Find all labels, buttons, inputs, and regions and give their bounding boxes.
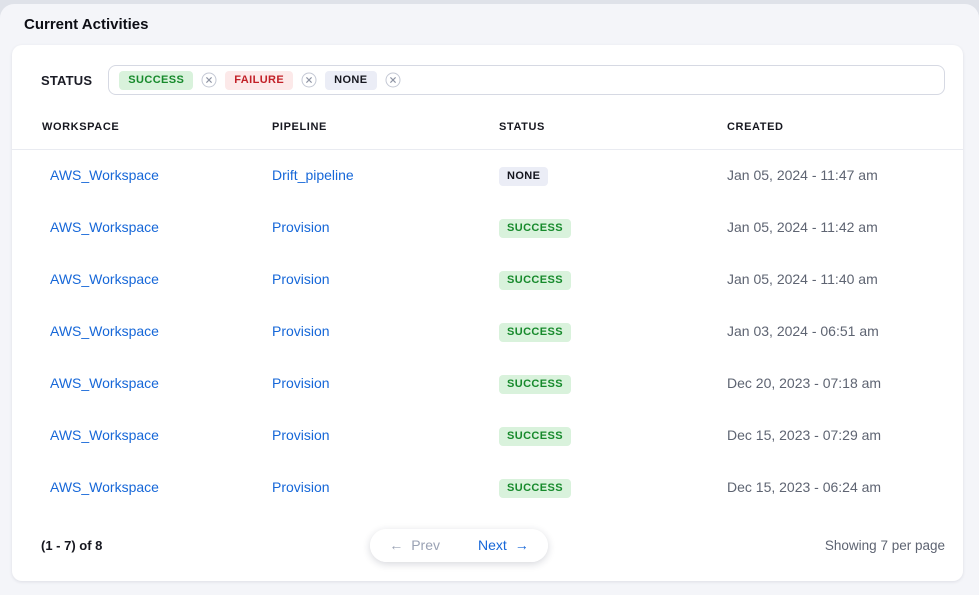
status-filter-input[interactable]: SUCCESS FAILURE NONE bbox=[108, 65, 945, 95]
status-filter-bar: STATUS SUCCESS FAILURE NONE bbox=[12, 45, 963, 95]
created-timestamp: Dec 20, 2023 - 07:18 am bbox=[727, 374, 882, 391]
created-timestamp: Jan 05, 2024 - 11:40 am bbox=[727, 270, 878, 287]
status-badge: SUCCESS bbox=[499, 322, 571, 342]
created-timestamp: Dec 15, 2023 - 07:29 am bbox=[727, 426, 882, 443]
pagination-footer: (1 - 7) of 8 ← Prev Next → Showing 7 per… bbox=[12, 514, 963, 562]
created-timestamp: Jan 05, 2024 - 11:47 am bbox=[727, 166, 878, 183]
status-filter-tag: FAILURE bbox=[225, 70, 294, 90]
page-background: Current Activities STATUS SUCCESS FAILUR… bbox=[0, 4, 979, 595]
arrow-left-icon: ← bbox=[389, 536, 404, 553]
prev-button[interactable]: ← Prev bbox=[370, 528, 459, 562]
workspace-link[interactable]: AWS_Workspace bbox=[50, 322, 159, 339]
pipeline-link[interactable]: Provision bbox=[272, 322, 330, 339]
status-filter-tag: NONE bbox=[325, 70, 377, 90]
activities-card: STATUS SUCCESS FAILURE NONE bbox=[12, 45, 963, 581]
column-header-created: CREATED bbox=[727, 121, 963, 150]
created-timestamp: Jan 05, 2024 - 11:42 am bbox=[727, 218, 878, 235]
table-row: AWS_Workspace Provision SUCCESS Dec 20, … bbox=[12, 358, 963, 410]
pipeline-link[interactable]: Provision bbox=[272, 374, 330, 391]
column-header-workspace: WORKSPACE bbox=[12, 121, 272, 150]
status-badge: SUCCESS bbox=[499, 374, 571, 394]
table-row: AWS_Workspace Provision SUCCESS Dec 15, … bbox=[12, 410, 963, 462]
arrow-right-icon: → bbox=[514, 536, 529, 553]
table-row: AWS_Workspace Provision SUCCESS Jan 05, … bbox=[12, 202, 963, 254]
status-filter-tag: SUCCESS bbox=[119, 70, 194, 90]
status-badge: NONE bbox=[499, 166, 549, 186]
workspace-link[interactable]: AWS_Workspace bbox=[50, 478, 159, 495]
pipeline-link[interactable]: Provision bbox=[272, 218, 330, 235]
status-badge: SUCCESS bbox=[499, 426, 571, 446]
status-filter-tag-group: NONE bbox=[325, 70, 401, 90]
table-row: AWS_Workspace Provision SUCCESS Jan 05, … bbox=[12, 254, 963, 306]
pipeline-link[interactable]: Provision bbox=[272, 478, 330, 495]
status-badge: SUCCESS bbox=[499, 478, 571, 498]
page-title: Current Activities bbox=[24, 16, 149, 33]
created-timestamp: Jan 03, 2024 - 06:51 am bbox=[727, 322, 879, 339]
column-header-status: STATUS bbox=[499, 121, 727, 150]
table-header-row: WORKSPACE PIPELINE STATUS CREATED bbox=[12, 121, 963, 150]
prev-button-label: Prev bbox=[411, 536, 440, 553]
status-filter-tag-group: FAILURE bbox=[225, 70, 317, 90]
remove-tag-icon[interactable] bbox=[301, 72, 317, 88]
status-filter-tag-group: SUCCESS bbox=[119, 70, 217, 90]
created-timestamp: Dec 15, 2023 - 06:24 am bbox=[727, 478, 882, 495]
pagination-controls: ← Prev Next → bbox=[370, 528, 548, 562]
workspace-link[interactable]: AWS_Workspace bbox=[50, 218, 159, 235]
workspace-link[interactable]: AWS_Workspace bbox=[50, 374, 159, 391]
table-row: AWS_Workspace Drift_pipeline NONE Jan 05… bbox=[12, 150, 963, 202]
column-header-pipeline: PIPELINE bbox=[272, 121, 499, 150]
per-page-text: Showing 7 per page bbox=[824, 537, 945, 553]
pipeline-link[interactable]: Provision bbox=[272, 270, 330, 287]
workspace-link[interactable]: AWS_Workspace bbox=[50, 166, 159, 183]
workspace-link[interactable]: AWS_Workspace bbox=[50, 270, 159, 287]
next-button[interactable]: Next → bbox=[459, 528, 548, 562]
pipeline-link[interactable]: Provision bbox=[272, 426, 330, 443]
activities-table: WORKSPACE PIPELINE STATUS CREATED AWS_Wo… bbox=[12, 121, 963, 514]
table-row: AWS_Workspace Provision SUCCESS Jan 03, … bbox=[12, 306, 963, 358]
pagination-range: (1 - 7) of 8 bbox=[41, 537, 103, 553]
remove-tag-icon[interactable] bbox=[385, 72, 401, 88]
status-badge: SUCCESS bbox=[499, 270, 571, 290]
status-badge: SUCCESS bbox=[499, 218, 571, 238]
next-button-label: Next bbox=[478, 536, 507, 553]
remove-tag-icon[interactable] bbox=[201, 72, 217, 88]
workspace-link[interactable]: AWS_Workspace bbox=[50, 426, 159, 443]
status-filter-label: STATUS bbox=[41, 72, 93, 88]
table-row: AWS_Workspace Provision SUCCESS Dec 15, … bbox=[12, 462, 963, 514]
pipeline-link[interactable]: Drift_pipeline bbox=[272, 166, 354, 183]
